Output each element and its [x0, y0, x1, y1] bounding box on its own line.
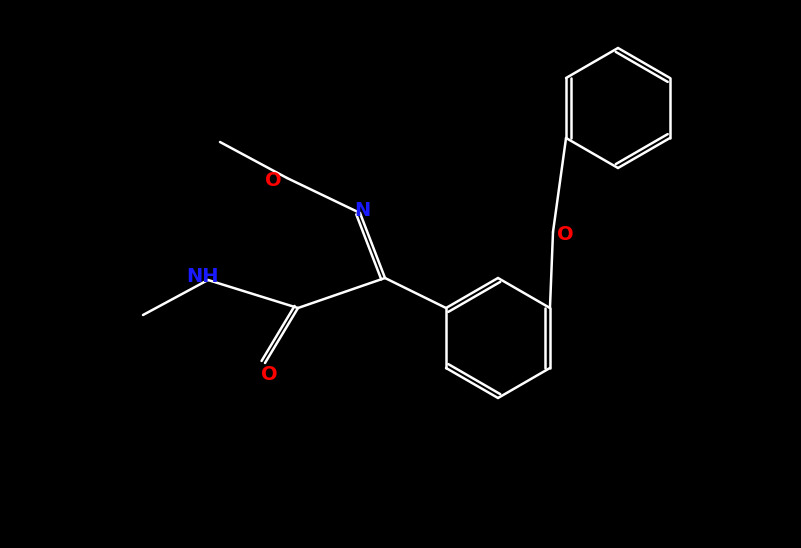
Text: O: O: [557, 225, 574, 243]
Text: O: O: [260, 366, 277, 385]
Text: O: O: [264, 170, 281, 190]
Text: NH: NH: [187, 267, 219, 287]
Text: N: N: [354, 202, 370, 220]
